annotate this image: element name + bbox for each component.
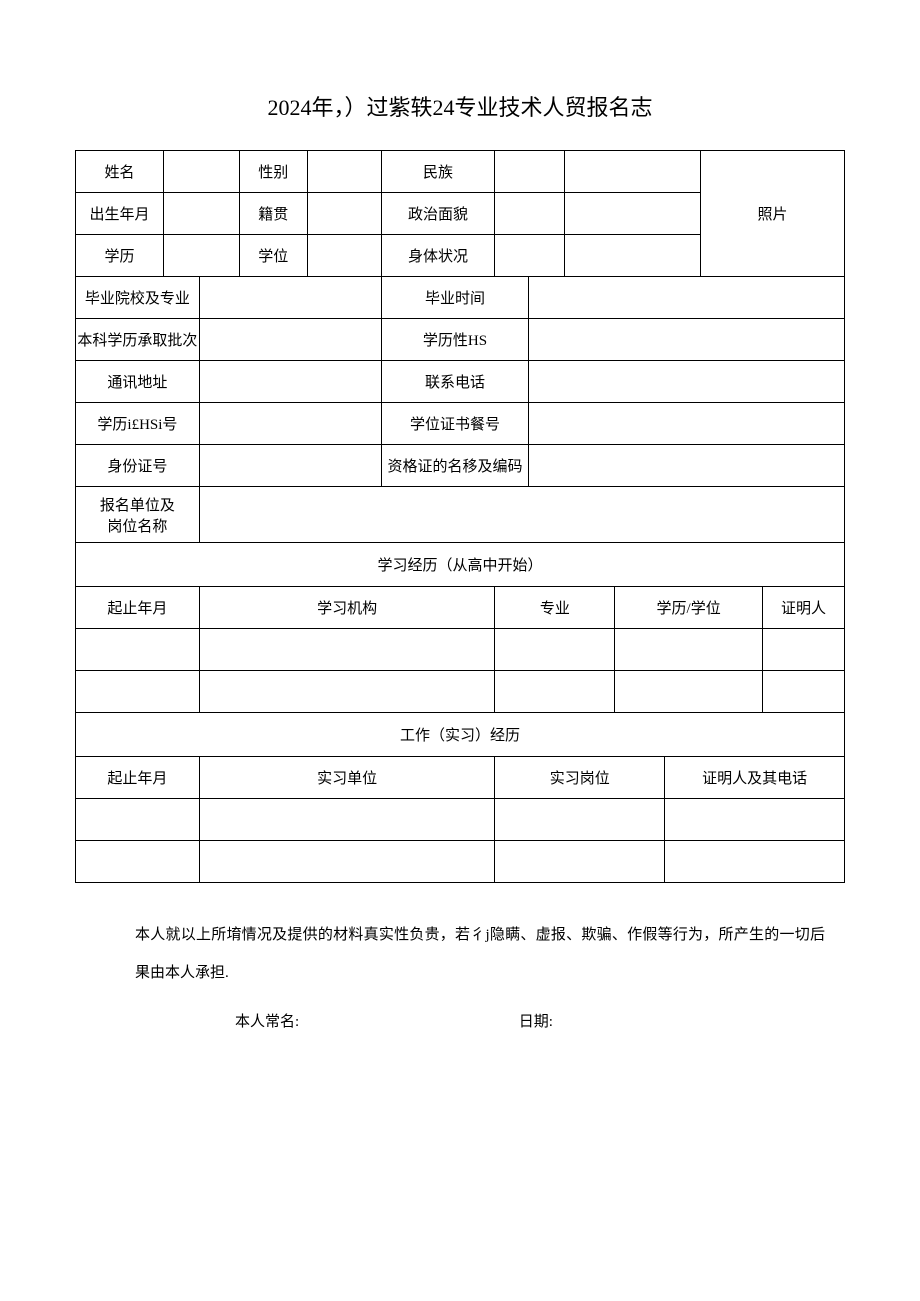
work-col-unit: 实习单位 [199, 757, 495, 799]
field-blank-2 [565, 193, 701, 235]
field-gender [307, 151, 381, 193]
field-political [495, 193, 565, 235]
work-col-position: 实习岗位 [495, 757, 665, 799]
label-address: 通讯地址 [76, 361, 200, 403]
field-grad-time [529, 277, 845, 319]
study-col-institution: 学习机构 [199, 587, 495, 629]
field-degree [307, 235, 381, 277]
field-phone [529, 361, 845, 403]
label-edu-cert-no: 学历i£HSi号 [76, 403, 200, 445]
work-col-witness-phone: 证明人及其电话 [665, 757, 845, 799]
label-gender: 性别 [239, 151, 307, 193]
work-section-header: 工作（实习）经历 [76, 713, 845, 757]
field-apply-unit [199, 487, 844, 543]
work-row [495, 841, 665, 883]
study-section-header: 学习经历（从高中开始） [76, 543, 845, 587]
field-grad-school [199, 277, 381, 319]
field-education [163, 235, 239, 277]
label-degree: 学位 [239, 235, 307, 277]
photo-cell: 照片 [701, 151, 845, 277]
study-row [199, 629, 495, 671]
label-ethnicity: 民族 [381, 151, 495, 193]
study-row [615, 629, 763, 671]
work-row [495, 799, 665, 841]
registration-form-table: 姓名 性别 民族 照片 出生年月 籍贯 政治面貌 学历 学位 身体状况 毕业院校… [75, 150, 845, 883]
study-row [763, 671, 845, 713]
label-education: 学历 [76, 235, 164, 277]
label-degree-cert-no: 学位证书餐号 [381, 403, 529, 445]
signature-row: 本人常名: 日期: [75, 1010, 845, 1031]
study-row [763, 629, 845, 671]
field-health [495, 235, 565, 277]
signature-date-label: 日期: [519, 1010, 553, 1031]
field-address [199, 361, 381, 403]
field-birth [163, 193, 239, 235]
field-undergrad-batch [199, 319, 381, 361]
label-native-place: 籍贯 [239, 193, 307, 235]
label-edu-type: 学历性HS [381, 319, 529, 361]
label-phone: 联系电话 [381, 361, 529, 403]
field-id-no [199, 445, 381, 487]
work-row [76, 841, 200, 883]
declaration-text: 本人就以上所堉情况及提供的材料真实性负贵，若彳j隐瞒、虚报、欺骗、作假等行为，所… [75, 917, 845, 992]
form-title: 2024年，）过紫轶24专业技术人贸报名志 [75, 90, 845, 122]
label-political: 政治面貌 [381, 193, 495, 235]
study-row [615, 671, 763, 713]
work-row [199, 841, 495, 883]
label-grad-school: 毕业院校及专业 [76, 277, 200, 319]
label-birth: 出生年月 [76, 193, 164, 235]
work-row [665, 799, 845, 841]
work-row [665, 841, 845, 883]
label-name: 姓名 [76, 151, 164, 193]
field-blank-1 [565, 151, 701, 193]
signature-name-label: 本人常名: [235, 1010, 515, 1031]
label-undergrad-batch: 本科学历承取批次 [76, 319, 200, 361]
study-row [495, 629, 615, 671]
work-row [199, 799, 495, 841]
label-grad-time: 毕业时间 [381, 277, 529, 319]
study-row [495, 671, 615, 713]
field-edu-cert-no [199, 403, 381, 445]
field-native-place [307, 193, 381, 235]
study-col-major: 专业 [495, 587, 615, 629]
field-ethnicity [495, 151, 565, 193]
field-name [163, 151, 239, 193]
work-row [76, 799, 200, 841]
label-id-no: 身份证号 [76, 445, 200, 487]
label-health: 身体状况 [381, 235, 495, 277]
study-row [76, 629, 200, 671]
study-col-edu-degree: 学历/学位 [615, 587, 763, 629]
label-qual-cert: 资格证的名移及编码 [381, 445, 529, 487]
study-col-witness: 证明人 [763, 587, 845, 629]
study-col-period: 起止年月 [76, 587, 200, 629]
field-edu-type [529, 319, 845, 361]
study-row [76, 671, 200, 713]
field-blank-3 [565, 235, 701, 277]
label-apply-unit: 报名单位及 岗位名称 [76, 487, 200, 543]
work-col-period: 起止年月 [76, 757, 200, 799]
field-degree-cert-no [529, 403, 845, 445]
study-row [199, 671, 495, 713]
field-qual-cert [529, 445, 845, 487]
